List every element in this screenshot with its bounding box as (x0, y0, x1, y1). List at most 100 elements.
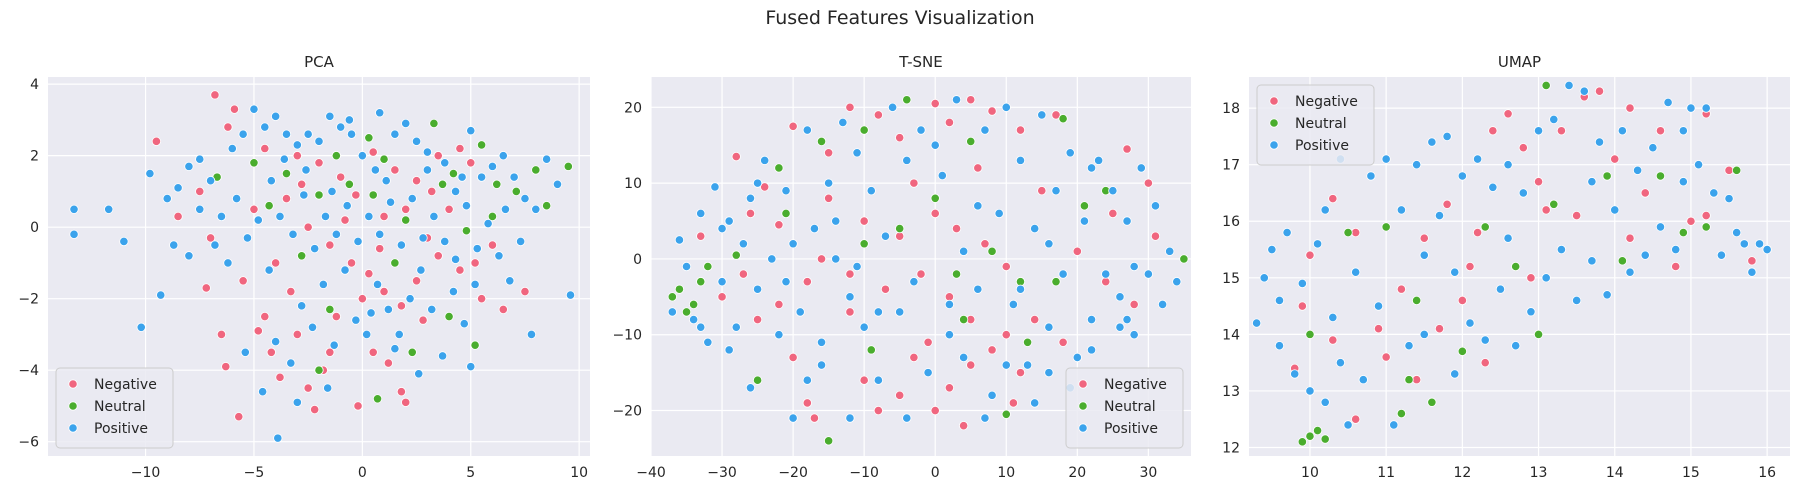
data-point-negative (880, 284, 891, 294)
data-point-positive (1037, 110, 1047, 120)
data-point-negative (353, 401, 363, 411)
data-point-positive (959, 246, 969, 256)
data-point-positive (696, 322, 706, 332)
data-point-positive (745, 193, 756, 203)
data-point-negative (1503, 109, 1513, 119)
data-point-positive (162, 193, 172, 204)
data-point-neutral (563, 161, 573, 171)
x-tick-label: 16 (1758, 465, 1776, 481)
data-point-positive (1252, 318, 1262, 328)
data-point-negative (788, 352, 798, 363)
data-point-positive (542, 154, 552, 164)
data-point-positive (710, 182, 720, 192)
data-point-positive (866, 186, 876, 196)
data-point-positive (887, 102, 898, 112)
data-point-positive (1419, 329, 1429, 339)
data-point-negative (1625, 103, 1635, 113)
data-point-positive (1001, 360, 1011, 370)
data-point-negative (980, 239, 990, 249)
data-point-negative (195, 186, 205, 197)
data-point-negative (1640, 188, 1650, 198)
x-tick-label: 10 (1301, 465, 1319, 481)
data-point-positive (227, 143, 237, 154)
data-point-neutral (344, 179, 354, 189)
data-point-positive (472, 244, 482, 254)
data-point-negative (1488, 126, 1498, 136)
data-point-positive (273, 433, 283, 443)
data-point-negative (520, 286, 530, 297)
data-point-negative (455, 265, 465, 275)
data-point-positive (307, 322, 318, 332)
data-point-negative (1412, 375, 1422, 385)
y-tick-label: 13 (1222, 384, 1240, 400)
data-point-positive (1115, 322, 1125, 332)
data-point-negative (379, 286, 389, 297)
data-point-positive (980, 413, 990, 423)
data-point-positive (781, 186, 791, 196)
data-point-positive (1495, 284, 1506, 294)
data-point-negative (444, 204, 454, 214)
legend-marker-neutral (68, 401, 78, 411)
data-point-positive (788, 413, 798, 423)
data-point-negative (1058, 337, 1068, 347)
data-point-negative (336, 172, 346, 182)
data-point-neutral (1022, 337, 1033, 347)
data-point-positive (959, 352, 969, 363)
data-point-positive (1396, 205, 1406, 215)
data-point-positive (297, 301, 307, 311)
data-point-positive (951, 95, 962, 105)
data-point-negative (1434, 324, 1445, 334)
data-point-negative (401, 204, 411, 214)
x-tick-label: −5 (244, 465, 265, 481)
data-point-positive (689, 314, 699, 325)
data-point-negative (809, 413, 820, 423)
data-point-positive (286, 358, 296, 368)
data-point-positive (375, 108, 385, 118)
data-point-positive (1015, 284, 1026, 294)
data-point-positive (923, 368, 933, 378)
data-point-positive (401, 118, 411, 129)
series-positive (667, 95, 1182, 423)
data-point-negative (951, 224, 962, 234)
data-point-neutral (859, 239, 869, 249)
data-point-negative (396, 301, 406, 311)
y-tick-label: −4 (18, 363, 39, 379)
data-point-positive (1587, 177, 1597, 187)
data-point-neutral (281, 168, 292, 179)
data-point-positive (1267, 244, 1277, 255)
data-point-negative (1686, 216, 1696, 226)
data-point-positive (357, 151, 367, 161)
data-point-negative (774, 220, 784, 230)
data-point-positive (752, 178, 763, 188)
data-point-positive (390, 344, 400, 354)
data-point-positive (1136, 163, 1146, 173)
legend-marker-neutral (1269, 118, 1279, 128)
data-point-neutral (476, 140, 487, 150)
data-point-neutral (681, 307, 692, 317)
data-point-negative (325, 240, 335, 250)
data-point-positive (466, 126, 476, 136)
data-point-positive (774, 330, 784, 340)
data-point-negative (1129, 299, 1139, 309)
data-point-positive (724, 345, 734, 355)
data-point-negative (292, 151, 302, 161)
legend-marker-positive (68, 423, 78, 433)
data-point-positive (987, 390, 997, 400)
data-point-neutral (372, 394, 383, 404)
data-point-positive (329, 340, 339, 350)
data-point-negative (788, 121, 798, 131)
data-point-negative (1122, 144, 1132, 154)
data-point-negative (895, 390, 905, 400)
data-point-positive (318, 279, 328, 289)
data-point-positive (292, 397, 302, 407)
data-point-positive (667, 307, 677, 317)
data-point-negative (745, 208, 756, 219)
data-point-positive (119, 236, 129, 247)
data-point-positive (696, 208, 706, 219)
legend: Negative Neutral Positive (1065, 367, 1184, 449)
data-point-positive (184, 161, 194, 171)
y-tick-label: −10 (612, 328, 642, 344)
data-point-positive (1472, 154, 1483, 164)
data-point-negative (331, 311, 341, 322)
